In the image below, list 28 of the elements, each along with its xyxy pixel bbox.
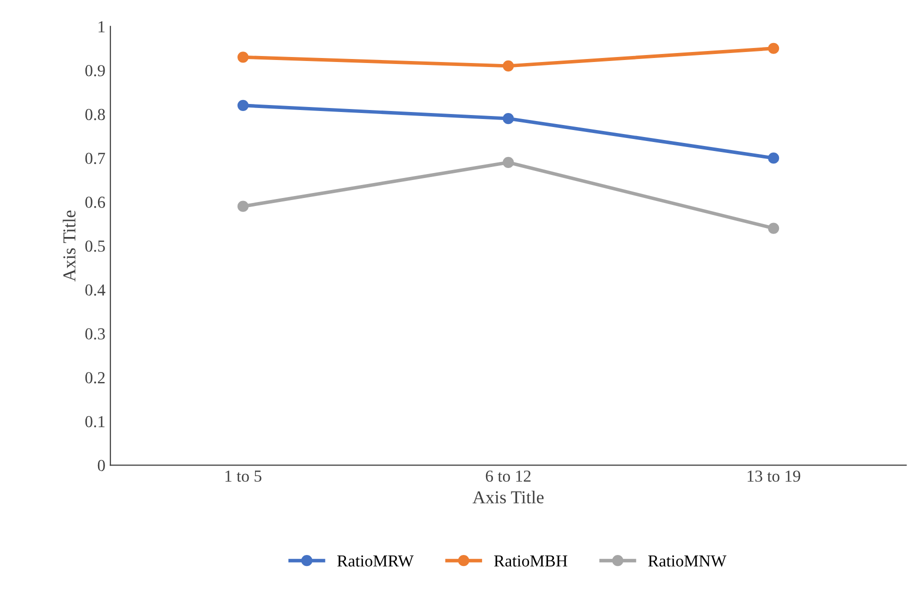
x-tick-label: 1 to 5 — [226, 470, 262, 482]
x-tick-label: 13 to 19 — [748, 470, 800, 482]
y-tick-label: 0.3 — [85, 328, 105, 340]
point — [237, 100, 249, 111]
y-tick-label: 0.7 — [85, 152, 106, 164]
point — [502, 156, 514, 168]
point — [502, 60, 514, 72]
point — [768, 42, 780, 54]
x-tick-label: 6 to 12 — [486, 470, 531, 482]
point — [237, 200, 249, 212]
y-tick-label: 0.2 — [85, 372, 105, 384]
point — [768, 152, 780, 164]
point — [237, 52, 249, 63]
y-tick-label: 1 — [98, 21, 105, 32]
x-axis-title: Axis Title — [472, 490, 544, 504]
legend-label: RatioMRW — [337, 555, 414, 567]
y-tick-label: 0.4 — [85, 284, 106, 296]
y-tick-label: 0 — [98, 460, 105, 472]
legend-label: RatioMNW — [648, 555, 726, 567]
y-tick-label: 0.1 — [85, 416, 105, 428]
y-tick-label: 0.8 — [85, 108, 105, 120]
point — [768, 222, 780, 234]
y-tick-label: 0.5 — [85, 240, 105, 252]
y-axis-title: Axis Title — [62, 210, 76, 282]
legend-label: RatioMBH — [494, 555, 568, 567]
y-tick-label: 0.6 — [85, 196, 106, 208]
point — [502, 113, 514, 124]
y-tick-label: 0.9 — [85, 65, 105, 76]
